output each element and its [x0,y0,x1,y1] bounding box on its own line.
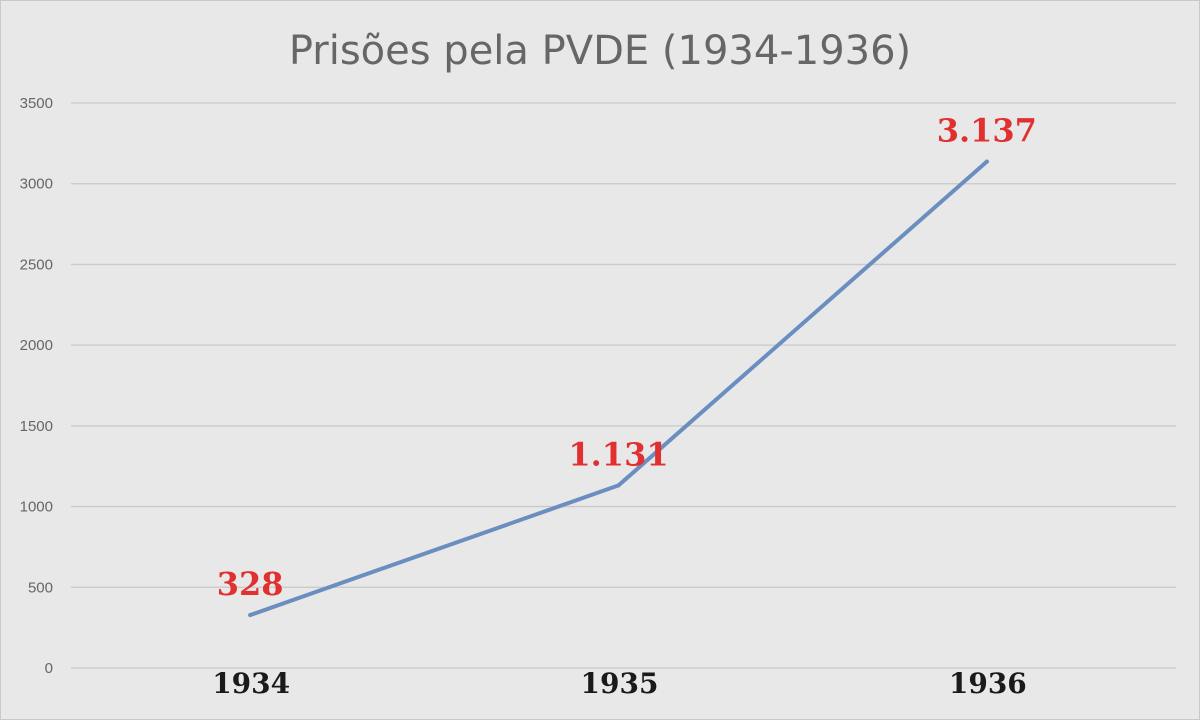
y-tick-label: 500 [28,579,53,596]
data-labels: 328 1.131 3.137 [217,112,1037,603]
series-layer [248,159,989,618]
y-tick-label: 2500 [20,256,53,273]
y-tick-label: 1500 [20,418,53,435]
data-label: 1.131 [568,435,668,473]
gridlines [71,102,1176,669]
data-point [616,483,621,488]
data-label: 328 [217,565,284,603]
x-tick-label: 1935 [581,667,659,700]
series-line [248,159,989,618]
data-point [984,159,989,164]
y-tick-label: 3500 [20,95,53,112]
data-label: 3.137 [937,112,1037,150]
x-tick-label: 1934 [212,667,290,700]
y-tick-label: 0 [45,660,53,677]
y-axis-ticks: 0 500 1000 1500 2000 2500 3000 3500 [20,95,53,677]
x-tick-label: 1936 [949,667,1027,700]
y-tick-label: 1000 [20,499,53,516]
y-tick-label: 2000 [20,337,53,354]
data-point [248,613,253,618]
x-axis-ticks: 1934 1935 1936 [212,667,1027,700]
y-tick-label: 3000 [20,176,53,193]
chart-title: Prisões pela PVDE (1934-1936) [289,28,911,74]
